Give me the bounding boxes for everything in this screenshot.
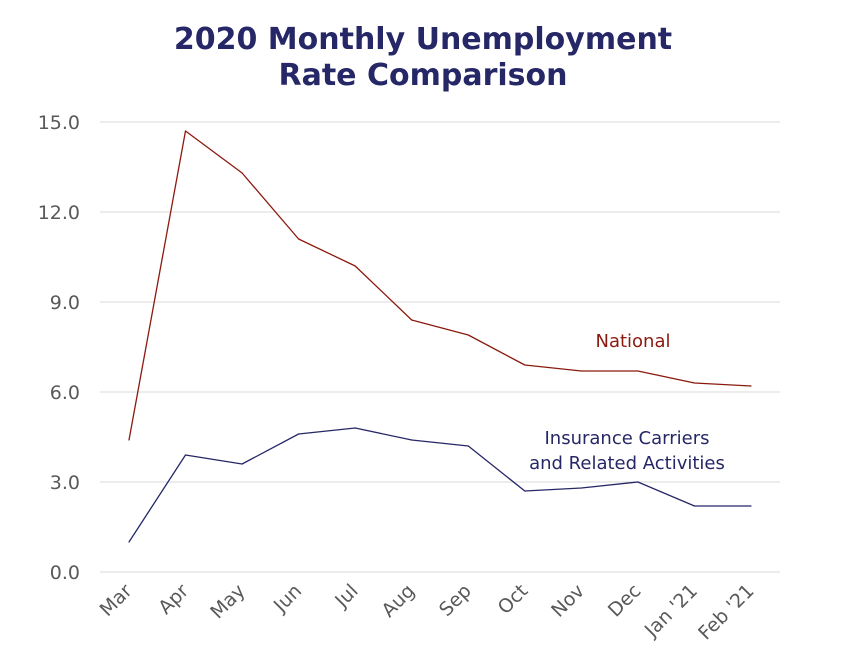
- x-tick-label: Sep: [435, 580, 476, 621]
- series-label: National: [595, 331, 670, 352]
- x-tick-label: Jul: [330, 580, 362, 612]
- x-tick-label: Dec: [604, 580, 646, 622]
- x-tick-label: Apr: [154, 580, 193, 619]
- x-tick-label: May: [206, 580, 249, 623]
- data-point: [298, 238, 300, 240]
- series-line: [128, 427, 751, 543]
- data-point: [637, 481, 639, 483]
- chart-title: 2020 Monthly Unemployment Rate Compariso…: [0, 22, 846, 94]
- data-point: [580, 487, 582, 489]
- y-tick-label: 6.0: [50, 382, 80, 404]
- y-tick-label: 15.0: [38, 112, 80, 134]
- data-point: [524, 364, 526, 366]
- series-label: Insurance Carriers and Related Activities: [529, 428, 725, 474]
- data-point: [184, 130, 187, 132]
- data-point: [637, 370, 639, 372]
- data-point: [693, 505, 696, 507]
- data-point: [298, 433, 300, 435]
- data-point: [693, 382, 696, 384]
- data-point: [467, 445, 469, 447]
- x-tick-label: Feb '21: [694, 580, 758, 644]
- x-tick-label: Oct: [494, 580, 533, 619]
- series-line: [128, 130, 752, 441]
- data-point: [241, 172, 243, 174]
- y-tick-label: 12.0: [38, 202, 80, 224]
- data-point: [128, 541, 130, 543]
- data-point: [524, 490, 526, 492]
- data-point: [128, 439, 130, 441]
- data-point: [750, 385, 752, 387]
- x-tick-label: Nov: [547, 580, 589, 622]
- data-point: [354, 427, 356, 429]
- series-label-line: National: [595, 331, 670, 352]
- series-label-line: and Related Activities: [529, 453, 725, 474]
- y-tick-label: 3.0: [50, 472, 80, 494]
- data-point: [750, 505, 752, 507]
- x-tick-label: Jun: [269, 580, 306, 617]
- y-axis: 0.0 3.0 6.0 9.0 12.0 15.0: [38, 112, 80, 584]
- data-point: [411, 439, 413, 441]
- data-point: [467, 334, 469, 336]
- series-label-line: Insurance Carriers: [545, 428, 710, 449]
- data-point: [411, 319, 413, 321]
- x-tick-label: Jan '21: [640, 580, 702, 642]
- gridlines: [100, 121, 780, 483]
- y-tick-label: 0.0: [50, 562, 80, 584]
- data-point: [580, 370, 582, 372]
- y-tick-label: 9.0: [50, 292, 80, 314]
- data-point: [184, 454, 187, 456]
- x-tick-label: Mar: [96, 580, 137, 621]
- data-point: [354, 265, 356, 267]
- chart-title-line-1: 2020 Monthly Unemployment: [173, 22, 673, 57]
- chart-title-line-2: Rate Comparison: [278, 58, 568, 93]
- x-tick-label: Aug: [377, 580, 419, 622]
- data-point: [241, 463, 243, 465]
